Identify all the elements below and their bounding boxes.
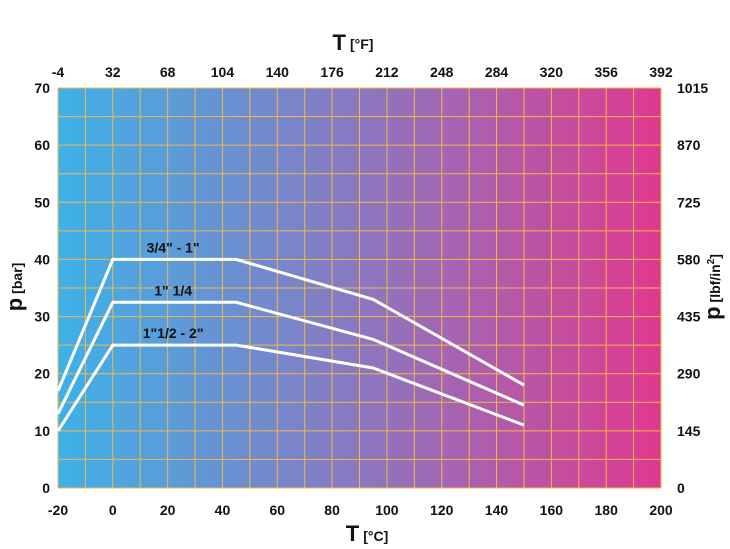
y-left-tick-label: 0 (42, 480, 50, 496)
y-right-tick-label: 290 (677, 366, 701, 382)
series-label: 3/4" - 1" (147, 239, 200, 255)
x-top-tick-label: 32 (105, 64, 121, 80)
x-bottom-tick-label: 80 (324, 502, 340, 518)
tick-labels: -20 0 20 40 60 80 100 120 140 160 180 200-4 32 68 104 1… (34, 64, 708, 518)
x-top-tick-label: 284 (485, 64, 509, 80)
x-top-tick-label: 392 (649, 64, 673, 80)
x-bottom-tick-label: 0 (109, 502, 117, 518)
y-left-tick-label: 30 (34, 309, 50, 325)
y-left-tick-label: 70 (34, 80, 50, 96)
series-label: 1" 1/4 (154, 282, 192, 298)
x-bottom-axis-label: T [°C] (346, 521, 389, 546)
x-bottom-tick-label: 160 (540, 502, 564, 518)
x-bottom-tick-label: 40 (215, 502, 231, 518)
x-bottom-tick-label: 100 (375, 502, 399, 518)
x-bottom-tick-label: 140 (485, 502, 509, 518)
x-top-tick-label: 176 (320, 64, 344, 80)
y-left-tick-label: 40 (34, 251, 50, 267)
x-top-tick-label: 104 (211, 64, 235, 80)
y-left-tick-label: 20 (34, 366, 50, 382)
y-left-tick-label: 60 (34, 137, 50, 153)
y-right-tick-label: 580 (677, 251, 701, 267)
y-left-tick-label: 10 (34, 423, 50, 439)
x-bottom-tick-label: -20 (48, 502, 68, 518)
x-top-tick-label: 248 (430, 64, 454, 80)
y-right-tick-label: 725 (677, 194, 701, 210)
y-right-tick-label: 870 (677, 137, 701, 153)
grid (57, 87, 662, 489)
series-label: 1"1/2 - 2" (143, 325, 204, 341)
y-right-tick-label: 0 (677, 480, 685, 496)
x-top-tick-label: 356 (595, 64, 619, 80)
series-line (56, 257, 525, 392)
x-top-tick-label: -4 (52, 64, 65, 80)
series-labels: 3/4" - 1" 1" 1/4 1"1/2 - 2" (143, 239, 204, 341)
y-right-tick-label: 435 (677, 309, 701, 325)
series-line (56, 343, 525, 432)
series-lines (56, 257, 525, 432)
x-top-axis-label: T [°F] (333, 30, 374, 55)
x-bottom-tick-label: 20 (160, 502, 176, 518)
y-right-tick-label: 1015 (677, 80, 708, 96)
x-top-tick-label: 320 (540, 64, 564, 80)
x-bottom-tick-label: 120 (430, 502, 454, 518)
series-line (56, 300, 525, 415)
y-right-tick-label: 145 (677, 423, 701, 439)
y-left-tick-label: 50 (34, 194, 50, 210)
x-bottom-tick-label: 200 (649, 502, 673, 518)
x-top-tick-label: 212 (375, 64, 399, 80)
y-left-axis-label: p[bar] (2, 263, 27, 312)
x-top-tick-label: 68 (160, 64, 176, 80)
x-bottom-tick-label: 180 (595, 502, 619, 518)
y-right-axis-label: p[lbf/in2] (700, 254, 725, 320)
x-top-tick-label: 140 (266, 64, 290, 80)
x-bottom-tick-label: 60 (269, 502, 285, 518)
